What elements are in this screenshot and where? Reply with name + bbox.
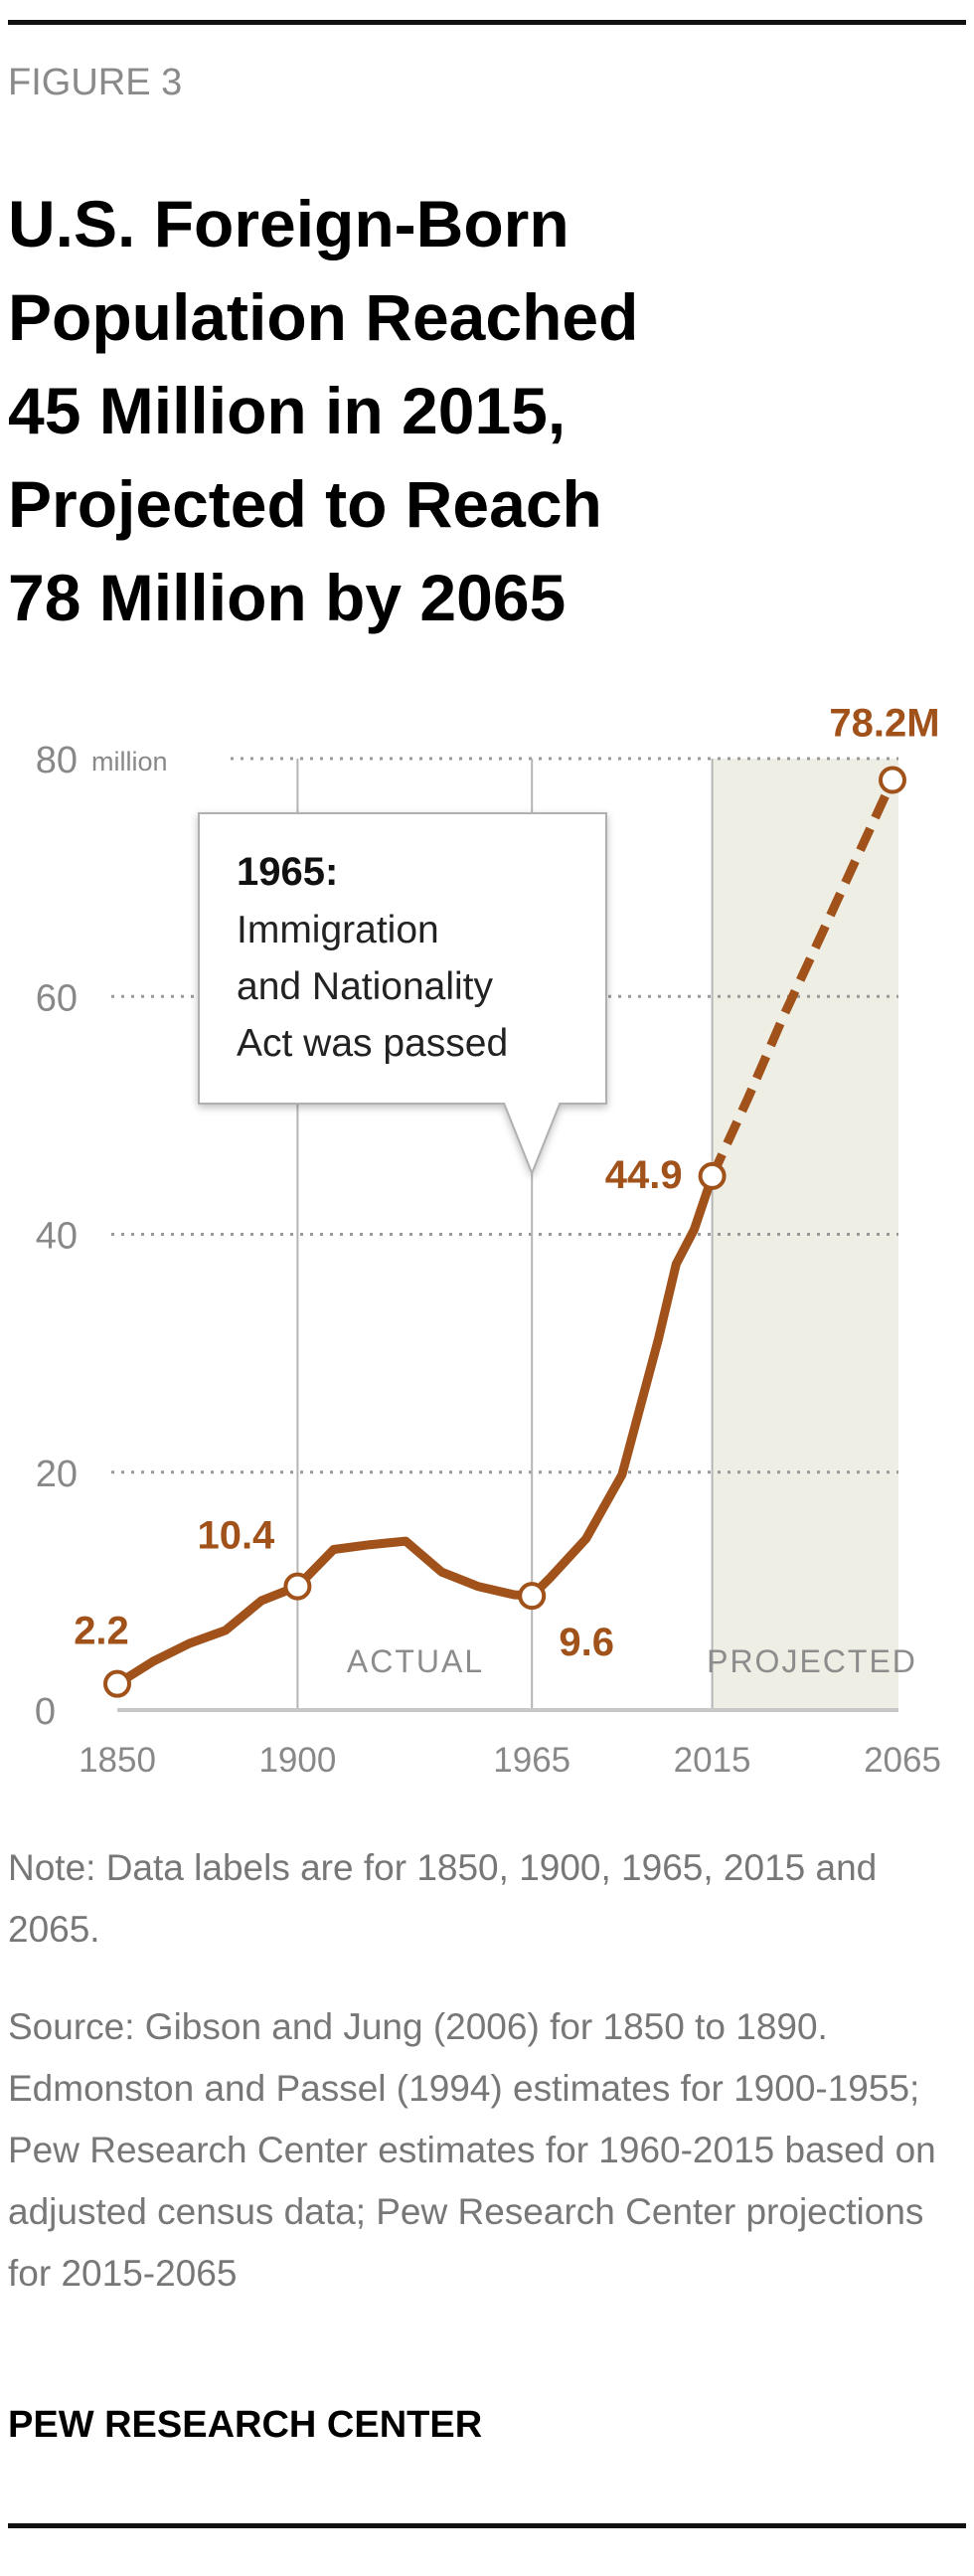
data-label-1850: 2.2 — [74, 1610, 129, 1653]
data-point-1965 — [518, 1582, 547, 1611]
title-line: 78 Million by 2065 — [8, 561, 567, 634]
chart-title: U.S. Foreign-Born Population Reached 45 … — [8, 177, 902, 644]
annotation-line: Immigration — [237, 909, 439, 951]
annotation-line: and Nationality — [237, 965, 493, 1008]
annotation-callout — [198, 812, 607, 1176]
data-point-2015 — [698, 1161, 727, 1190]
data-label-2065: 78.2M — [829, 702, 939, 746]
title-line: Projected to Reach — [8, 467, 602, 541]
y-tick-label: 60 — [36, 977, 78, 1019]
title-line: 45 Million in 2015, — [8, 374, 567, 447]
pew-logo-text: PEW RESEARCH CENTER — [8, 2404, 483, 2446]
line-chart: 0 20 40 60 80 million 1850 1900 1965 2015 2065 ACTU… — [35, 702, 941, 1780]
data-label-1900: 10.4 — [197, 1514, 275, 1558]
x-tick-label: 2015 — [674, 1741, 751, 1780]
bottom-rule — [8, 2523, 966, 2528]
annotation-line: Act was passed — [237, 1022, 508, 1065]
region-label-projected: PROJECTED — [707, 1643, 917, 1679]
data-label-1965: 9.6 — [559, 1621, 614, 1664]
region-label-actual: ACTUAL — [347, 1643, 484, 1679]
chart-note: Note: Data labels are for 1850, 1900, 19… — [8, 1847, 878, 1950]
data-label-2015: 44.9 — [605, 1153, 683, 1197]
y-tick-label: 80 — [36, 740, 78, 781]
chart-source: Source: Gibson and Jung (2006) for 1850 … — [8, 2006, 936, 2294]
data-point-1850 — [103, 1669, 131, 1698]
y-tick-label: 40 — [36, 1216, 78, 1258]
data-point-2065 — [879, 766, 906, 794]
series-line-actual — [112, 1171, 718, 1689]
data-point-1900 — [283, 1572, 312, 1601]
title-line: Population Reached — [8, 280, 639, 354]
y-unit-label: million — [91, 747, 168, 776]
y-tick-label: 0 — [35, 1691, 56, 1733]
x-tick-label: 1850 — [79, 1741, 156, 1780]
title-line: U.S. Foreign-Born — [8, 187, 569, 260]
figure-label: FIGURE 3 — [8, 62, 183, 103]
x-tick-label: 1965 — [493, 1741, 570, 1780]
x-tick-label: 2065 — [864, 1741, 941, 1780]
x-tick-label: 1900 — [258, 1741, 336, 1780]
top-rule — [8, 20, 966, 25]
y-tick-label: 20 — [36, 1454, 78, 1495]
series-line-projected — [708, 777, 897, 1178]
annotation-heading: 1965: — [237, 850, 338, 894]
